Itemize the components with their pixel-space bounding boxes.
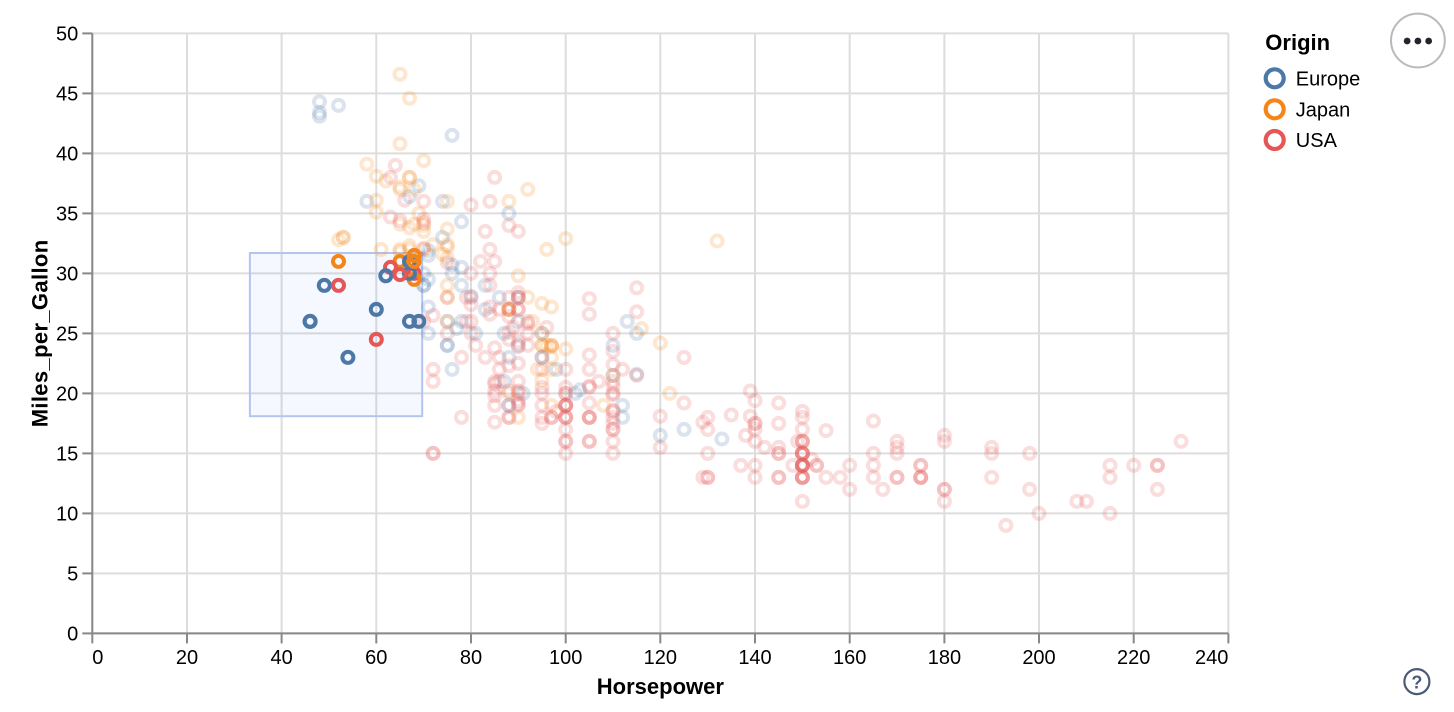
svg-text:USA: USA: [1296, 130, 1338, 152]
svg-text:100: 100: [549, 647, 582, 669]
svg-text:50: 50: [56, 23, 78, 45]
svg-text:35: 35: [56, 203, 78, 225]
svg-text:5: 5: [67, 563, 78, 585]
svg-text:60: 60: [365, 647, 387, 669]
svg-text:220: 220: [1117, 647, 1150, 669]
svg-text:0: 0: [67, 623, 78, 645]
svg-text:Origin: Origin: [1265, 30, 1330, 55]
svg-text:200: 200: [1022, 647, 1055, 669]
svg-text:0: 0: [92, 647, 103, 669]
svg-text:10: 10: [56, 503, 78, 525]
svg-text:30: 30: [56, 263, 78, 285]
svg-text:240: 240: [1195, 647, 1228, 669]
svg-text:Japan: Japan: [1296, 99, 1351, 121]
svg-text:180: 180: [928, 647, 961, 669]
svg-text:160: 160: [833, 647, 866, 669]
svg-text:25: 25: [56, 323, 78, 345]
svg-text:40: 40: [270, 647, 292, 669]
svg-text:20: 20: [56, 383, 78, 405]
svg-text:20: 20: [176, 647, 198, 669]
svg-text:140: 140: [738, 647, 771, 669]
svg-text:15: 15: [56, 443, 78, 465]
svg-text:45: 45: [56, 83, 78, 105]
svg-text:120: 120: [644, 647, 677, 669]
svg-text:?: ?: [1411, 673, 1422, 693]
svg-text:80: 80: [460, 647, 482, 669]
svg-text:Miles_per_Gallon: Miles_per_Gallon: [28, 240, 53, 428]
svg-text:Europe: Europe: [1296, 68, 1361, 90]
svg-text:Horsepower: Horsepower: [597, 674, 725, 699]
svg-text:40: 40: [56, 143, 78, 165]
